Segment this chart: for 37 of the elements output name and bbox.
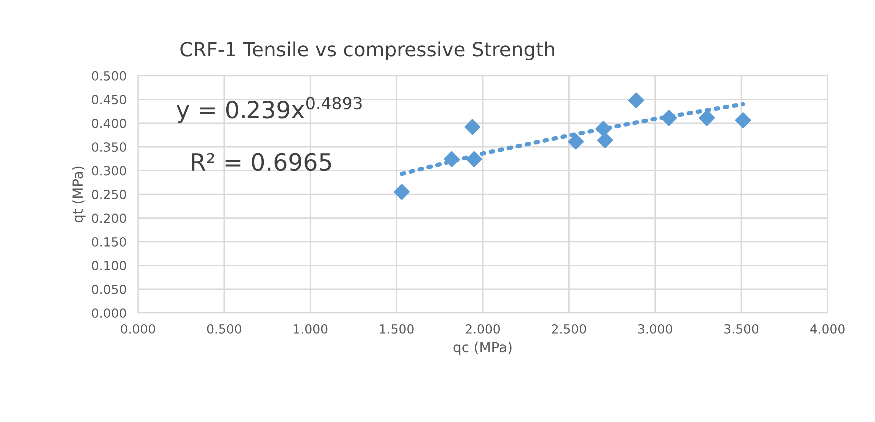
y-tick-label: 0.300	[92, 166, 126, 176]
point	[661, 110, 678, 126]
y-tick-label: 0.350	[92, 142, 126, 152]
point	[597, 132, 614, 148]
chart-title: CRF-1 Tensile vs compressive Strength	[180, 42, 554, 61]
y-tick-label: 0.150	[92, 237, 126, 247]
point	[466, 151, 482, 168]
x-tick-label: 3.500	[724, 324, 759, 334]
x-tick-label: 3.000	[638, 324, 672, 334]
y-tick-label: 0.100	[92, 261, 126, 271]
x-tick-label: 1.000	[294, 324, 328, 334]
point	[628, 92, 644, 109]
y-tick-label: 0.450	[92, 95, 126, 105]
x-tick-label: 2.500	[552, 324, 586, 334]
x-tick-label: 4.000	[810, 324, 845, 334]
point	[394, 184, 410, 200]
y-tick-label: 0.400	[92, 118, 126, 128]
annotation: R² = 0.6965	[192, 153, 332, 172]
point	[735, 112, 752, 129]
y-axis-title: qt (MPa)	[72, 166, 86, 223]
annotation: y = 0.239x$^{0.4893}$	[176, 97, 362, 124]
y-tick-label: 0.250	[92, 190, 126, 200]
point	[568, 134, 584, 150]
x-tick-label: 2.000	[466, 324, 500, 334]
point	[699, 110, 716, 126]
x-tick-label: 0.500	[207, 324, 242, 334]
point	[444, 151, 460, 168]
point	[596, 121, 612, 138]
x-axis-title: qc (MPa)	[454, 342, 512, 356]
y-tick-label: 0.050	[92, 284, 126, 294]
y-tick-label: 0.000	[92, 308, 126, 318]
x-tick-label: 1.500	[380, 324, 414, 334]
y-tick-label: 0.200	[92, 214, 126, 224]
y-tick-label: 0.500	[92, 71, 126, 81]
point	[464, 119, 481, 136]
x-tick-label: 0.000	[121, 324, 156, 334]
line-series	[400, 102, 746, 176]
